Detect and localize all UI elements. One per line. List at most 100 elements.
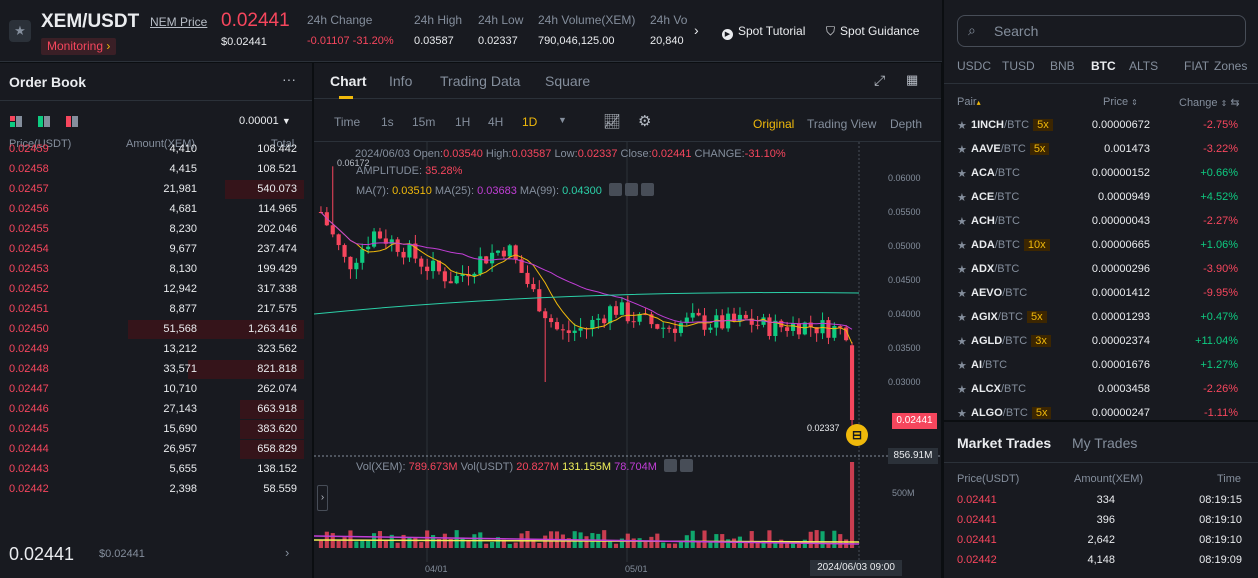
pair-row[interactable]: ★ 1INCH/BTC 5x 0.00000672 -2.75% [944,113,1256,137]
pair-star-icon[interactable]: ★ [957,312,967,324]
more-options-icon[interactable]: ··· [282,71,296,87]
ask-row[interactable]: 0.02455 8,230 202.046 [0,219,304,239]
interval-4h[interactable]: 4H [488,115,504,129]
market-tab-zones[interactable]: Zones [1214,59,1248,73]
col-change-header[interactable]: Change ⇕ ⇆ [1179,96,1240,109]
eye-icon[interactable] [608,183,622,196]
pair-row[interactable]: ★ ACH/BTC 0.00000043 -2.27% [944,209,1256,233]
settings-gear-icon[interactable]: ⚙ [638,113,652,130]
interval-1s[interactable]: 1s [381,115,394,129]
pair-star-icon[interactable]: ★ [957,408,967,420]
book-both-view-icon[interactable] [10,116,22,127]
pair-row[interactable]: ★ ADX/BTC 0.00000296 -3.90% [944,257,1256,281]
pair-star-icon[interactable]: ★ [957,144,967,156]
expand-panel-toggle-icon[interactable]: › [317,485,328,511]
monitoring-badge[interactable]: Monitoring › [41,38,117,55]
tab-square[interactable]: Square [545,73,591,89]
pair-star-icon[interactable]: ★ [957,288,967,300]
settings-icon[interactable] [680,459,694,472]
pair-star-icon[interactable]: ★ [957,240,967,252]
layout-grid-icon[interactable]: ▦ [906,72,919,87]
ma99-line [314,292,860,315]
view-trading-view[interactable]: Trading View [807,117,877,131]
book-asks-view-icon[interactable] [66,116,78,127]
pair-row[interactable]: ★ ALCX/BTC 0.0003458 -2.26% [944,377,1256,401]
tab-my-trades[interactable]: My Trades [1072,435,1138,451]
ask-row[interactable]: 0.02453 8,130 199.429 [0,259,304,279]
view-original[interactable]: Original [753,117,795,131]
pair-row[interactable]: ★ AAVE/BTC 5x 0.001473 -3.22% [944,137,1256,161]
pair-star-icon[interactable]: ★ [957,384,967,396]
candle-body [826,320,831,338]
ask-row[interactable]: 0.02456 4,681 114.965 [0,199,304,219]
ask-row[interactable]: 0.02452 12,942 317.338 [0,279,304,299]
market-tab-fiat[interactable]: FIAT [1184,59,1210,73]
pair-star-icon[interactable]: ★ [957,360,967,372]
token-price-link[interactable]: NEM Price [150,15,208,29]
col-pair-header[interactable]: Pair▴ [957,96,981,108]
interval-1d[interactable]: 1D [522,115,538,129]
ask-row[interactable]: 0.02457 21,981 540.073 [0,179,304,199]
col-price-header[interactable]: Price ⇕ [1103,96,1138,108]
trade-row: 0.02441 2,642 08:19:10 [944,530,1256,550]
ask-row[interactable]: 0.02444 26,957 658.829 [0,439,304,459]
ask-row[interactable]: 0.02448 33,571 821.818 [0,359,304,379]
pair-star-icon[interactable]: ★ [957,120,967,132]
ask-row[interactable]: 0.02450 51,568 1,263.416 [0,319,304,339]
tab-market-trades[interactable]: Market Trades [957,435,1052,451]
pair-row[interactable]: ★ ACE/BTC 0.0000949 +4.52% [944,185,1256,209]
ask-row[interactable]: 0.02458 4,415 108.521 [0,159,304,179]
pair-row[interactable]: ★ ALGO/BTC 5x 0.00000247 -1.11% [944,401,1256,425]
pair-star-icon[interactable]: ★ [957,168,967,180]
ask-row[interactable]: 0.02449 13,212 323.562 [0,339,304,359]
pair-star-icon[interactable]: ★ [957,216,967,228]
pair-row[interactable]: ★ AGLD/BTC 3x 0.00002374 +11.04% [944,329,1256,353]
amplitude-info: AMPLITUDE: 35.28% [356,165,462,177]
candlestick-chart[interactable]: 0.06000 0.05500 0.05000 0.04500 0.04000 0.035… [314,142,941,578]
ask-row[interactable]: 0.02447 10,710 262.074 [0,379,304,399]
pair-star-icon[interactable]: ★ [957,264,967,276]
settings-icon[interactable] [624,183,638,196]
pair-row[interactable]: ★ AI/BTC 0.00001676 +1.27% [944,353,1256,377]
precision-select[interactable]: 0.00001 ▼ [239,115,291,127]
ask-row[interactable]: 0.02443 5,655 138.152 [0,459,304,479]
ask-row[interactable]: 0.02446 27,143 663.918 [0,399,304,419]
spot-tutorial-button[interactable]: ▶ Spot Tutorial [722,24,805,40]
pair-row[interactable]: ★ ADA/BTC 10x 0.00000665 +1.06% [944,233,1256,257]
close-icon[interactable] [641,183,655,196]
market-tab-usdc[interactable]: USDC [957,59,992,73]
view-depth[interactable]: Depth [890,117,923,131]
market-tab-bnb[interactable]: BNB [1050,59,1075,73]
search-input[interactable]: ⌕ Search [957,15,1246,47]
spot-guidance-button[interactable]: ⛉ Spot Guidance [826,24,919,39]
market-tab-alts[interactable]: ALTS [1129,59,1159,73]
tab-trading-data[interactable]: Trading Data [440,73,521,89]
tab-chart[interactable]: Chart [330,73,367,89]
interval-15m[interactable]: 15m [412,115,436,129]
ask-row[interactable]: 0.02454 9,677 237.474 [0,239,304,259]
pair-star-icon[interactable]: ★ [957,336,967,348]
ask-row[interactable]: 0.02459 4,410 108.442 [0,139,304,159]
eye-icon[interactable] [663,459,677,472]
favorite-star-icon[interactable]: ★ [9,20,31,42]
pair-row[interactable]: ★ AGIX/BTC 5x 0.00001293 +0.47% [944,305,1256,329]
pair-row[interactable]: ★ ACA/BTC 0.00000152 +0.66% [944,161,1256,185]
ask-row[interactable]: 0.02451 8,877 217.575 [0,299,304,319]
pair-star-icon[interactable]: ★ [957,192,967,204]
interval-time[interactable]: Time [334,115,361,129]
more-chevron-icon[interactable]: › [285,545,290,560]
stat-label: 24h High [414,13,463,27]
interval-more-caret-icon[interactable]: ▼ [558,115,567,125]
market-tab-btc[interactable]: BTC [1091,59,1116,73]
event-marker-icon[interactable]: ⊟ [846,424,868,446]
tab-info[interactable]: Info [389,73,413,89]
interval-1h[interactable]: 1H [455,115,471,129]
market-tab-tusd[interactable]: TUSD [1002,59,1035,73]
fullscreen-icon[interactable]: ⤢ [874,72,886,88]
ask-row[interactable]: 0.02442 2,398 58.559 [0,479,304,499]
scroll-right-arrow-icon[interactable]: › [694,22,699,38]
indicator-icon[interactable]: 📈︎ [603,113,621,129]
ask-row[interactable]: 0.02445 15,690 383.620 [0,419,304,439]
book-bids-view-icon[interactable] [38,116,50,127]
pair-row[interactable]: ★ AEVO/BTC 0.00001412 -9.95% [944,281,1256,305]
